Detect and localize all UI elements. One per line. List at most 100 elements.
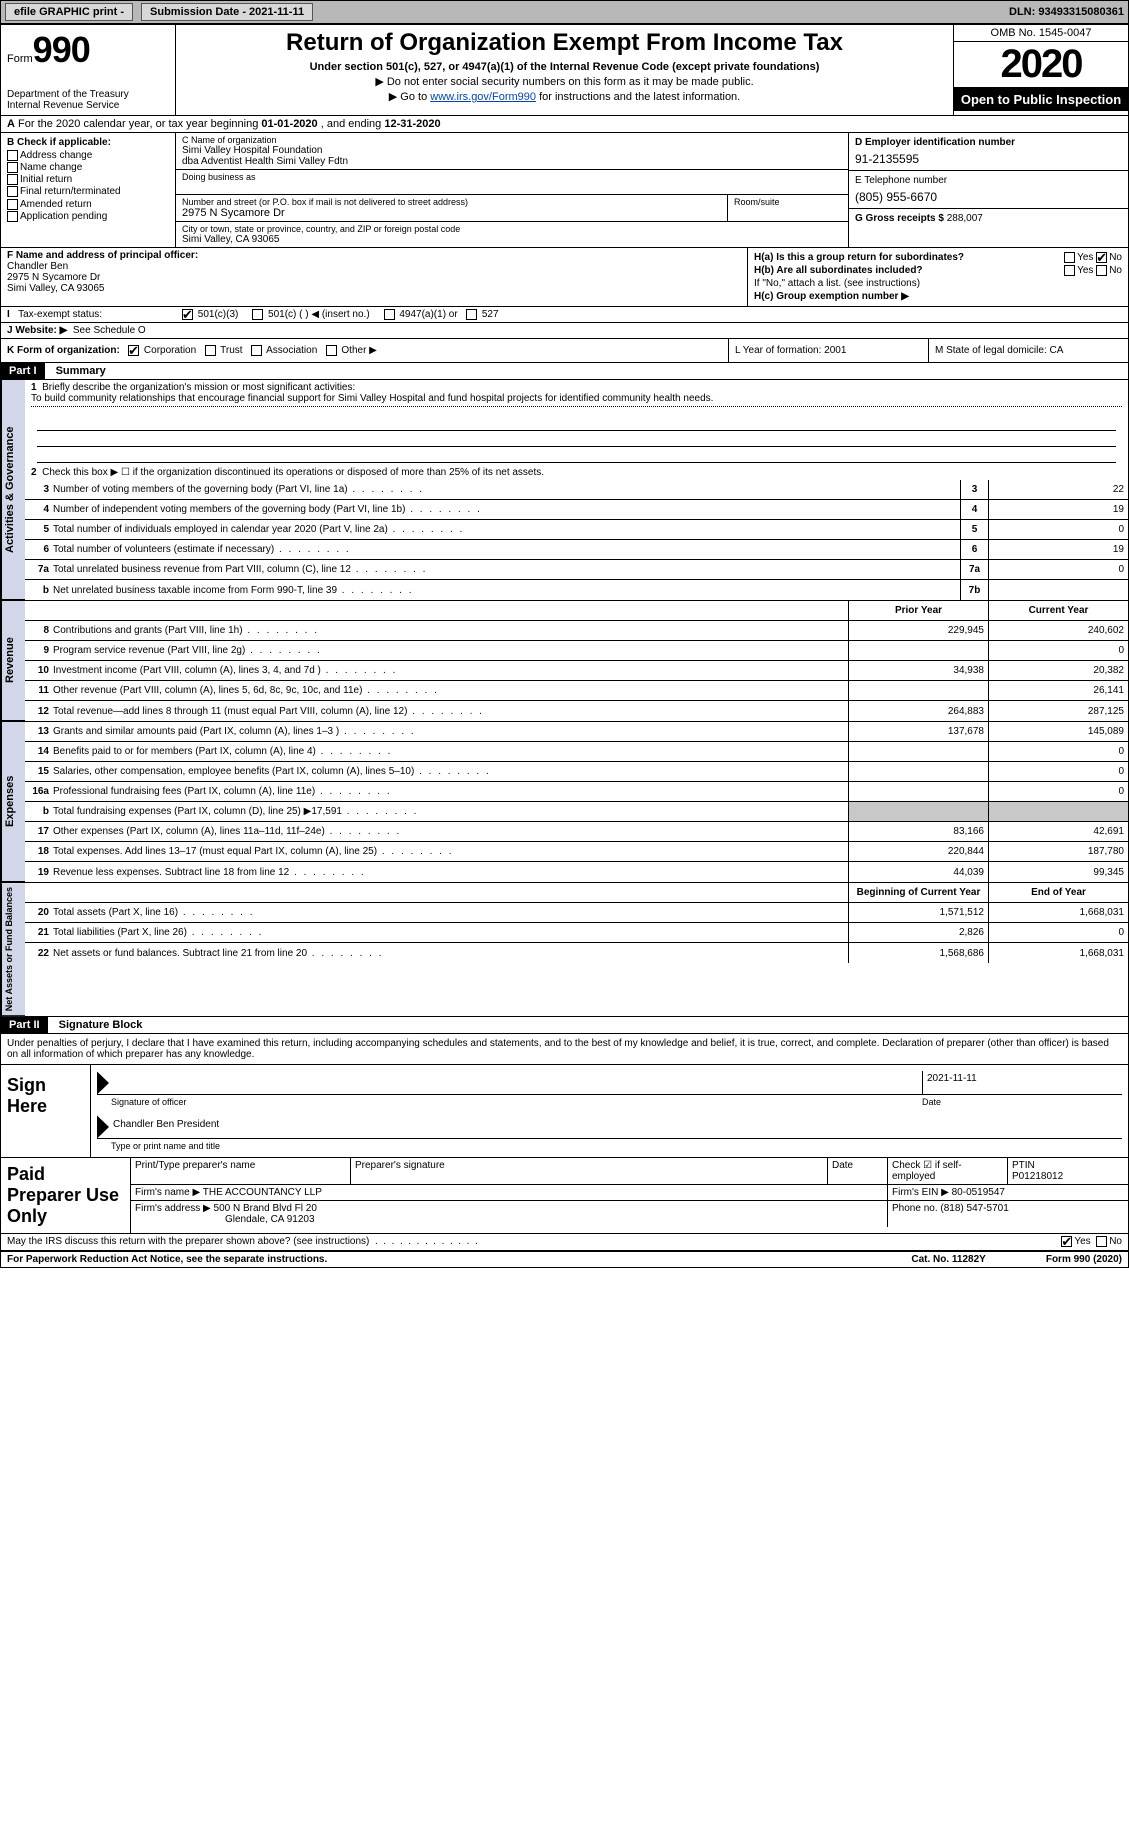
ein-value: 91-2135595 [855, 152, 1122, 166]
chk-application-pending[interactable]: Application pending [7, 211, 169, 222]
paid-preparer-label: Paid Preparer Use Only [1, 1158, 131, 1233]
page-footer: For Paperwork Reduction Act Notice, see … [1, 1252, 1128, 1267]
submission-date: Submission Date - 2021-11-11 [141, 3, 313, 21]
line-14: 14 Benefits paid to or for members (Part… [25, 742, 1128, 762]
phone-value: (805) 955-6670 [855, 190, 1122, 204]
irs-link[interactable]: www.irs.gov/Form990 [430, 91, 536, 103]
officer-signature-line[interactable]: 2021-11-11 [97, 1071, 1122, 1095]
ein-cell: D Employer identification number 91-2135… [849, 133, 1128, 171]
paid-preparer-row: Paid Preparer Use Only Print/Type prepar… [1, 1158, 1128, 1234]
chk-address-change[interactable]: Address change [7, 150, 169, 161]
chk-501c[interactable] [252, 309, 263, 320]
org-street: 2975 N Sycamore Dr [182, 207, 721, 219]
org-city: Simi Valley, CA 93065 [182, 234, 842, 245]
rev-header-row: Prior Year Current Year [25, 601, 1128, 621]
col-d-e-g: D Employer identification number 91-2135… [848, 133, 1128, 247]
chk-trust[interactable] [205, 345, 216, 356]
row-i-tax-status: I Tax-exempt status: 501(c)(3) 501(c) ( … [1, 307, 1128, 323]
line-18: 18 Total expenses. Add lines 13–17 (must… [25, 842, 1128, 862]
efile-graphic-label: efile GRAPHIC print - [5, 3, 133, 21]
hb-no[interactable] [1096, 265, 1107, 276]
prep-date-lbl: Date [828, 1158, 888, 1184]
chk-other[interactable] [326, 345, 337, 356]
firm-address: Firm's address ▶ 500 N Brand Blvd Fl 20 … [131, 1201, 888, 1227]
city-cell: City or town, state or province, country… [176, 222, 848, 247]
form-ref: Form 990 (2020) [1046, 1254, 1122, 1265]
sign-here-row: Sign Here 2021-11-11 Signature of office… [1, 1065, 1128, 1158]
chk-4947[interactable] [384, 309, 395, 320]
col-b-checkboxes: B Check if applicable: Address change Na… [1, 133, 176, 247]
vtab-governance: Activities & Governance [1, 380, 25, 600]
h-a: H(a) Is this a group return for subordin… [754, 252, 1122, 263]
year-formation: L Year of formation: 2001 [728, 339, 928, 362]
firm-phone: Phone no. (818) 547-5701 [888, 1201, 1128, 1227]
identity-block: B Check if applicable: Address change Na… [1, 133, 1128, 248]
form-title-block: Return of Organization Exempt From Incom… [176, 25, 953, 115]
discuss-yes[interactable] [1061, 1236, 1072, 1247]
h-b-note: If "No," attach a list. (see instruction… [754, 278, 1122, 289]
governance-section: Activities & Governance 1 Briefly descri… [1, 380, 1128, 600]
state-domicile: M State of legal domicile: CA [928, 339, 1128, 362]
discuss-with-preparer: May the IRS discuss this return with the… [1, 1234, 1128, 1251]
gov-line-3: 3 Number of voting members of the govern… [25, 480, 1128, 500]
arrow-icon [97, 1115, 109, 1138]
gross-receipts-cell: G Gross receipts $ 288,007 [849, 209, 1128, 228]
chk-initial-return[interactable]: Initial return [7, 174, 169, 185]
group-return-block: H(a) Is this a group return for subordin… [748, 248, 1128, 306]
discuss-no[interactable] [1096, 1236, 1107, 1247]
expenses-section: Expenses 13 Grants and similar amounts p… [1, 721, 1128, 882]
gross-value: 288,007 [947, 213, 983, 224]
address-row: Number and street (or P.O. box if mail i… [176, 195, 848, 222]
chk-501c3[interactable] [182, 309, 193, 320]
hb-yes[interactable] [1064, 265, 1075, 276]
officer-name: Chandler Ben [7, 261, 68, 272]
principal-officer: F Name and address of principal officer:… [1, 248, 748, 306]
h-c: H(c) Group exemption number ▶ [754, 291, 1122, 302]
gov-line-4: 4 Number of independent voting members o… [25, 500, 1128, 520]
part-ii-header: Part II Signature Block [1, 1016, 1128, 1034]
signature-block: Under penalties of perjury, I declare th… [1, 1034, 1128, 1251]
ha-yes[interactable] [1064, 252, 1075, 263]
netassets-section: Net Assets or Fund Balances Beginning of… [1, 882, 1128, 1016]
perjury-declaration: Under penalties of perjury, I declare th… [1, 1034, 1128, 1065]
org-name-cell: C Name of organization Simi Valley Hospi… [176, 133, 848, 170]
vtab-netassets: Net Assets or Fund Balances [1, 883, 25, 1016]
org-name-2: dba Adventist Health Simi Valley Fdtn [182, 156, 842, 167]
chk-amended-return[interactable]: Amended return [7, 199, 169, 210]
gov-line-b: b Net unrelated business taxable income … [25, 580, 1128, 600]
chk-final-return[interactable]: Final return/terminated [7, 186, 169, 197]
prep-self-employed[interactable]: Check ☑ if self-employed [888, 1158, 1008, 1184]
chk-corp[interactable] [128, 345, 139, 356]
chk-527[interactable] [466, 309, 477, 320]
col-b-label: B Check if applicable: [7, 137, 169, 148]
paperwork-notice: For Paperwork Reduction Act Notice, see … [7, 1254, 911, 1265]
line-11: 11 Other revenue (Part VIII, column (A),… [25, 681, 1128, 701]
line-1-mission: 1 Briefly describe the organization's mi… [25, 380, 1128, 465]
line-19: 19 Revenue less expenses. Subtract line … [25, 862, 1128, 882]
dln: DLN: 93493315080361 [1009, 6, 1124, 18]
arrow-icon [97, 1071, 109, 1094]
row-f-h: F Name and address of principal officer:… [1, 248, 1128, 307]
vtab-expenses: Expenses [1, 722, 25, 882]
signature-date: 2021-11-11 [922, 1071, 1122, 1094]
cat-no: Cat. No. 11282Y [911, 1254, 985, 1265]
form-id-block: Form990 Department of the Treasury Inter… [1, 25, 176, 115]
row-k-form-org: K Form of organization: Corporation Trus… [1, 339, 1128, 363]
website-value: See Schedule O [73, 325, 146, 336]
vtab-revenue: Revenue [1, 601, 25, 721]
form-word: Form [7, 53, 33, 65]
chk-name-change[interactable]: Name change [7, 162, 169, 173]
sign-here-label: Sign Here [1, 1065, 91, 1157]
revenue-section: Revenue Prior Year Current Year 8 Contri… [1, 600, 1128, 721]
ha-no[interactable] [1096, 252, 1107, 263]
chk-assoc[interactable] [251, 345, 262, 356]
form-header: Form990 Department of the Treasury Inter… [1, 25, 1128, 116]
prep-name-lbl: Print/Type preparer's name [131, 1158, 351, 1184]
form-title: Return of Organization Exempt From Incom… [184, 29, 945, 57]
h-b: H(b) Are all subordinates included? Yes … [754, 265, 1122, 276]
form-990: Form990 Department of the Treasury Inter… [0, 24, 1129, 1268]
line-12: 12 Total revenue—add lines 8 through 11 … [25, 701, 1128, 721]
row-a-tax-year: A For the 2020 calendar year, or tax yea… [1, 116, 1128, 133]
mission-text: To build community relationships that en… [31, 393, 1122, 407]
line-16a: 16a Professional fundraising fees (Part … [25, 782, 1128, 802]
